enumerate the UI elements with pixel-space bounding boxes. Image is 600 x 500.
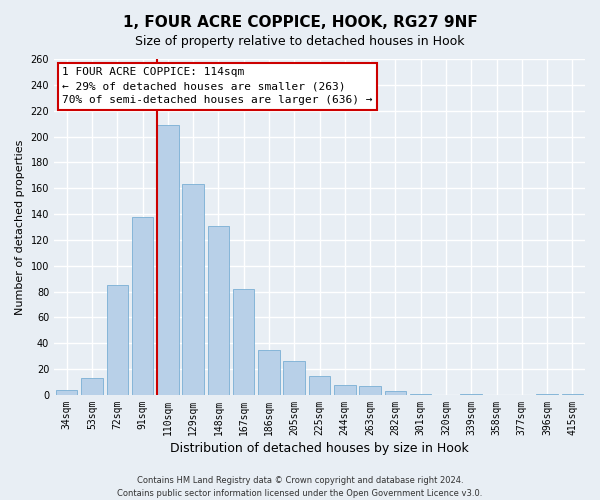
Bar [182,184,204,395]
Bar [208,226,229,395]
Bar [283,362,305,395]
Bar [258,350,280,395]
Bar [334,384,356,395]
Text: Size of property relative to detached houses in Hook: Size of property relative to detached ho… [135,35,465,48]
Bar [132,216,153,395]
Bar [562,394,583,395]
Bar [233,289,254,395]
Text: 1 FOUR ACRE COPPICE: 114sqm
← 29% of detached houses are smaller (263)
70% of se: 1 FOUR ACRE COPPICE: 114sqm ← 29% of det… [62,68,373,106]
Bar [385,391,406,395]
Text: 1, FOUR ACRE COPPICE, HOOK, RG27 9NF: 1, FOUR ACRE COPPICE, HOOK, RG27 9NF [122,15,478,30]
Bar [56,390,77,395]
Bar [359,386,381,395]
Y-axis label: Number of detached properties: Number of detached properties [15,140,25,314]
Bar [309,376,330,395]
Bar [157,125,179,395]
Text: Contains HM Land Registry data © Crown copyright and database right 2024.
Contai: Contains HM Land Registry data © Crown c… [118,476,482,498]
Bar [107,285,128,395]
Bar [460,394,482,395]
Bar [410,394,431,395]
Bar [536,394,558,395]
X-axis label: Distribution of detached houses by size in Hook: Distribution of detached houses by size … [170,442,469,455]
Bar [81,378,103,395]
